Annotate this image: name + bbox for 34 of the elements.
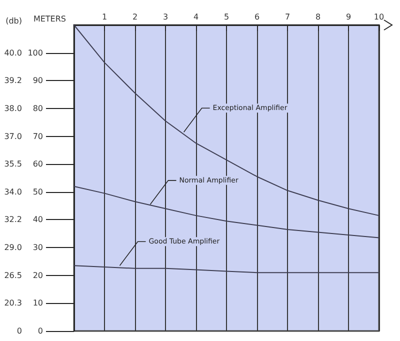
category-label: 32.2	[4, 215, 22, 224]
x-tick-label: 7	[284, 12, 290, 22]
y-tick-label: 30	[32, 243, 43, 252]
y-tick-label: 60	[32, 160, 43, 169]
x-tick-label: 3	[162, 12, 168, 22]
x-tick-label: 6	[254, 12, 260, 22]
y-tick-label: 90	[32, 76, 43, 86]
y-tick-label: 100	[28, 48, 43, 58]
x-tick-label: 9	[346, 12, 352, 22]
category-label: 40.0	[4, 48, 22, 58]
y-tick-label: 50	[32, 187, 43, 196]
category-label: 35.5	[4, 160, 22, 169]
category-label: 26.5	[4, 270, 22, 280]
x-tick-label: 4	[193, 12, 199, 22]
y-tick-label: 70	[32, 132, 43, 141]
x-tick-label: 2	[132, 12, 138, 22]
y-tick-label: 0	[38, 326, 43, 336]
x-tick-label: 5	[224, 12, 230, 22]
y-tick-label: 20	[32, 270, 43, 280]
category-label: 20.3	[4, 298, 22, 308]
category-label: 29.0	[4, 243, 22, 252]
y2-axis-title: (db)	[6, 16, 22, 26]
y-tick-label: 10	[32, 298, 43, 308]
x-tick-label: 10	[374, 12, 384, 22]
y-tick-label: 40	[32, 215, 43, 224]
x-tick-label: 1	[102, 12, 108, 22]
category-label: 34.0	[4, 187, 22, 196]
x-tick-label: 8	[315, 12, 321, 22]
category-label: 38.0	[4, 104, 22, 113]
x-axis-title: METERS	[33, 14, 66, 24]
category-label: 0	[16, 326, 22, 336]
category-label: 39.2	[4, 76, 22, 86]
y-tick-label: 80	[32, 104, 43, 113]
category-label: 37.0	[4, 132, 22, 141]
